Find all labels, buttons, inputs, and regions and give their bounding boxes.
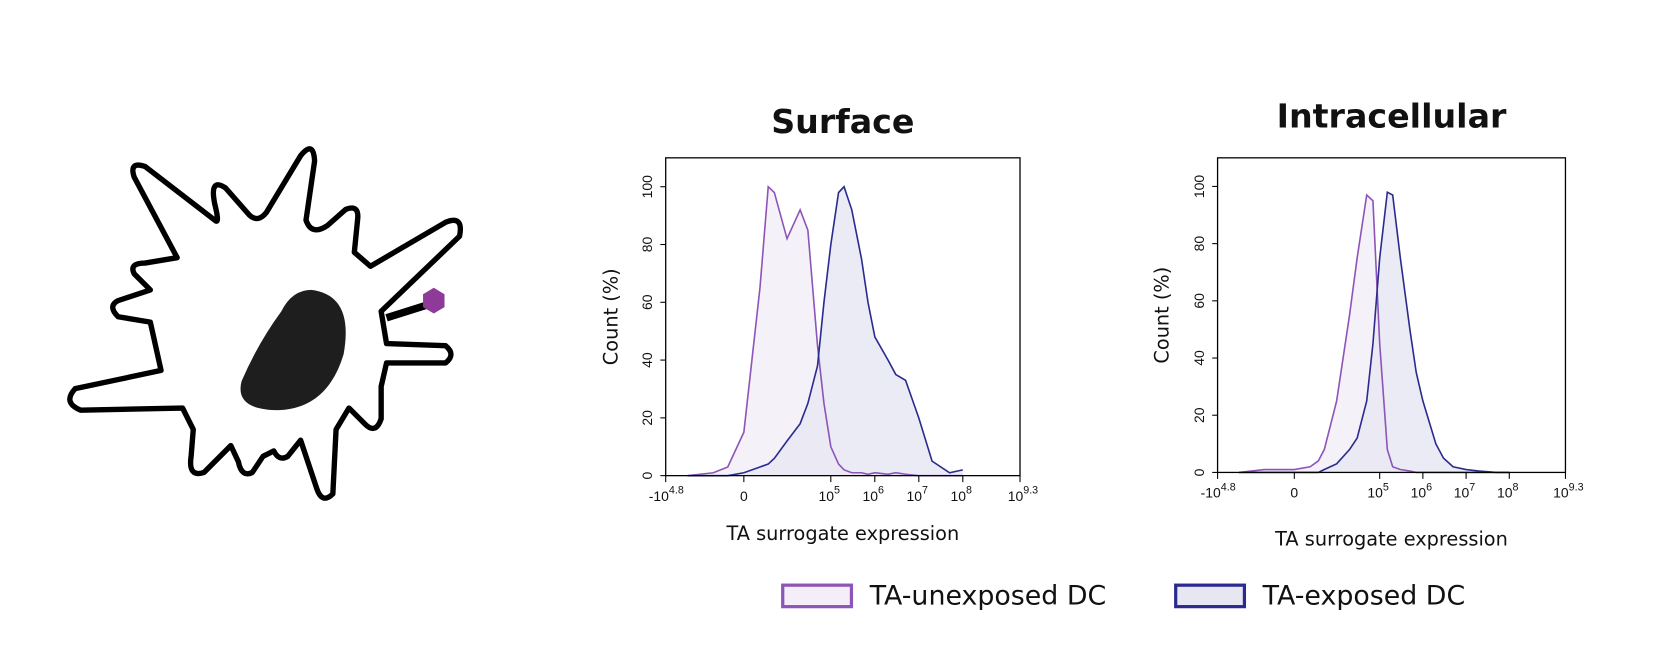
x-tick-label: 10 <box>863 488 879 504</box>
y-tick-label: 20 <box>639 410 655 426</box>
plot-frame <box>665 157 1021 477</box>
histogram-chart: Surface TA surrogate expression Count (%) 0… <box>600 102 1039 545</box>
nucleus <box>240 289 346 411</box>
x-tick-label: 10 <box>819 488 835 504</box>
figure-content: Surface TA surrogate expression Count (%) 0… <box>67 97 1584 611</box>
legend: TA-unexposed DC TA-exposed DC <box>781 580 1466 611</box>
y-tick-label: 60 <box>1191 293 1207 309</box>
y-tick-label: 0 <box>1191 468 1207 476</box>
x-tick-exponent: 7 <box>1469 481 1475 493</box>
x-tick-exponent: 9.3 <box>1023 485 1038 497</box>
histogram-line <box>687 184 963 477</box>
legend-label: TA-unexposed DC <box>869 580 1107 611</box>
x-tick-label: 10 <box>1497 485 1513 501</box>
x-tick-label: 10 <box>1411 485 1427 501</box>
y-tick-label: 40 <box>1191 350 1207 366</box>
y-axis-label: Count (%) <box>1150 267 1173 364</box>
x-tick-label: 10 <box>1454 485 1470 501</box>
dendritic-cell-illustration <box>67 146 463 501</box>
x-tick-exponent: 9.3 <box>1569 481 1584 493</box>
x-tick-label: 10 <box>1008 488 1024 504</box>
legend-label: TA-exposed DC <box>1262 580 1466 611</box>
x-axis-label: TA surrogate expression <box>1274 528 1508 551</box>
x-tick-label: 10 <box>1553 485 1569 501</box>
antigen <box>423 287 445 314</box>
y-axis-label: Count (%) <box>600 268 623 365</box>
x-tick-label: 0 <box>1290 485 1298 501</box>
x-tick-label: 10 <box>907 488 923 504</box>
chart-title: Surface <box>771 102 914 141</box>
chart-title: Intracellular <box>1277 97 1507 136</box>
legend-swatch <box>781 583 854 609</box>
area-fill <box>687 186 963 476</box>
y-tick-label: 40 <box>639 352 655 368</box>
plot-frame <box>1216 157 1567 474</box>
charts: Surface TA surrogate expression Count (%) 0… <box>600 97 1584 551</box>
x-tick-label: 0 <box>740 488 748 504</box>
x-axis-label: TA surrogate expression <box>725 522 959 545</box>
y-tick-label: 100 <box>639 175 655 199</box>
histogram-chart: Intracellular TA surrogate expression Coun… <box>1150 97 1583 551</box>
x-tick-label: 10 <box>951 488 967 504</box>
histogram-line <box>687 185 963 477</box>
legend-swatch <box>1174 583 1247 609</box>
area-fill <box>687 186 963 476</box>
x-tick-label: -10 <box>1201 485 1221 501</box>
x-tick-exponent: 7 <box>922 485 928 497</box>
x-tick-exponent: 6 <box>878 485 884 497</box>
x-tick-label: -10 <box>649 488 669 504</box>
y-tick-label: 80 <box>639 237 655 253</box>
x-tick-label: 10 <box>1367 485 1383 501</box>
cell-outline <box>67 146 463 501</box>
receptor-stalk <box>385 301 429 322</box>
x-tick-exponent: 4.8 <box>1221 481 1236 493</box>
y-tick-label: 100 <box>1191 175 1207 199</box>
x-tick-exponent: 5 <box>1383 481 1389 493</box>
y-tick-label: 80 <box>1191 236 1207 252</box>
y-tick-label: 20 <box>1191 407 1207 423</box>
x-tick-exponent: 6 <box>1426 481 1432 493</box>
y-tick-label: 0 <box>639 472 655 480</box>
x-tick-exponent: 5 <box>834 485 840 497</box>
y-tick-label: 60 <box>639 294 655 310</box>
x-tick-exponent: 4.8 <box>669 485 684 497</box>
x-tick-exponent: 8 <box>966 485 972 497</box>
x-tick-exponent: 8 <box>1513 481 1519 493</box>
